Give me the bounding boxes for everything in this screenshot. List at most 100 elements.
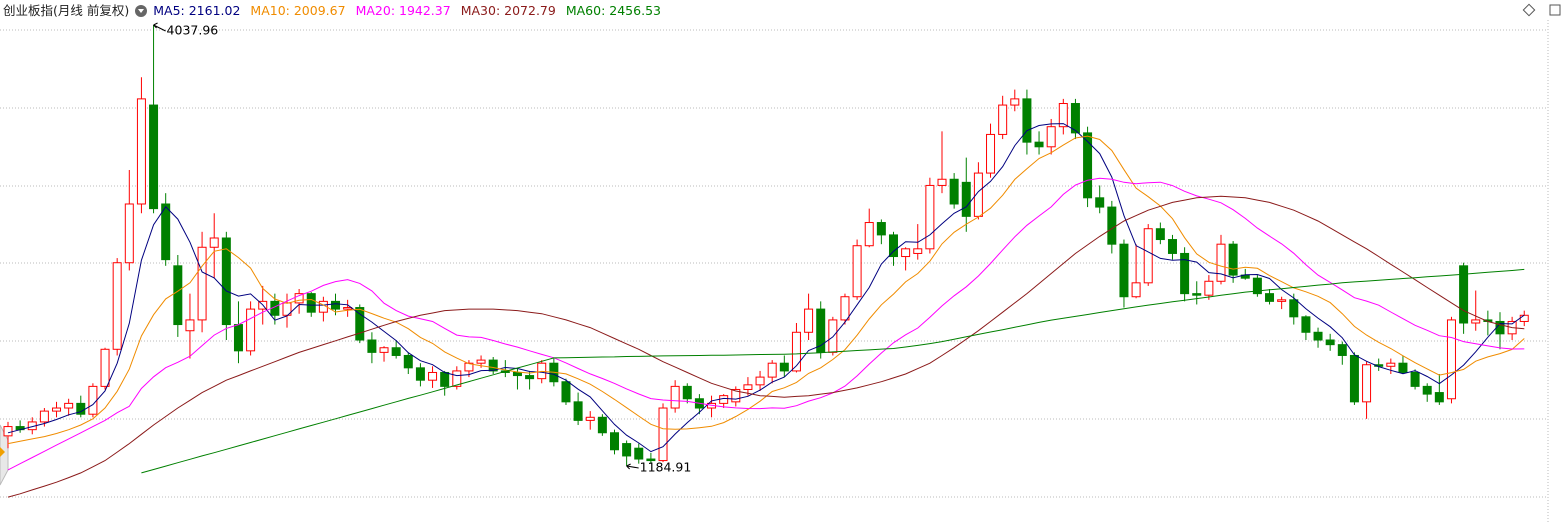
candle-body xyxy=(209,237,219,248)
candle-body xyxy=(1325,339,1335,346)
ma-line xyxy=(7,195,1525,498)
candle-body xyxy=(488,359,498,372)
candle-body xyxy=(731,388,741,403)
legend-value: 2072.79 xyxy=(504,3,556,18)
candle-body xyxy=(1216,243,1226,282)
candle-body xyxy=(1143,228,1153,284)
candle-body xyxy=(233,324,243,352)
ma-line xyxy=(141,268,1525,474)
candle-body xyxy=(246,308,256,352)
candle-body xyxy=(52,407,62,412)
candle-body xyxy=(294,293,304,304)
candle-body xyxy=(1313,331,1323,341)
candle-body xyxy=(185,319,195,332)
candle-body xyxy=(852,245,862,298)
candle-body xyxy=(1083,132,1093,199)
candle-body xyxy=(1277,299,1287,302)
candle-body xyxy=(949,178,959,205)
legend-name: MA10 xyxy=(250,3,293,18)
candle-body xyxy=(355,307,365,341)
candle-body xyxy=(1167,239,1177,254)
candle-body xyxy=(913,248,923,254)
candle-body xyxy=(88,385,98,415)
square-icon[interactable] xyxy=(1549,4,1561,16)
candle-body xyxy=(306,293,316,313)
candle-body xyxy=(864,222,874,247)
candle-body xyxy=(512,371,522,377)
candle-body xyxy=(1434,392,1444,403)
candle-body xyxy=(64,402,74,409)
candle-body xyxy=(743,384,753,390)
ma-line xyxy=(7,177,1525,471)
candle-body xyxy=(221,237,231,326)
candle-body xyxy=(173,265,183,326)
annotation: 1184.91 xyxy=(640,460,692,475)
candle-body xyxy=(779,362,789,372)
legend-item: MA102009.67 xyxy=(250,2,345,20)
candle-body xyxy=(888,234,898,258)
candle-body xyxy=(986,133,996,174)
candle-body xyxy=(925,184,935,250)
candle-body xyxy=(585,416,595,421)
candle-body xyxy=(161,203,171,261)
candle-body xyxy=(3,426,13,437)
candle-body xyxy=(391,347,401,356)
annotation-arrowhead xyxy=(626,463,631,470)
diamond-icon[interactable] xyxy=(1522,3,1536,17)
candle-body xyxy=(1192,293,1202,296)
candle-body xyxy=(1398,362,1408,373)
candle-body xyxy=(1204,280,1214,296)
candle-body xyxy=(622,443,632,457)
candle-body xyxy=(876,222,886,236)
candle-body xyxy=(1252,277,1262,295)
candle-body xyxy=(1289,299,1299,318)
candle-body xyxy=(755,376,765,386)
candle-body xyxy=(428,371,438,381)
candle-body xyxy=(1471,319,1481,324)
legend-value: 2456.53 xyxy=(609,3,661,18)
candle-body xyxy=(415,367,425,381)
candle-body xyxy=(1422,385,1432,395)
candle-body xyxy=(901,248,911,258)
candle-body xyxy=(1349,354,1359,403)
candle-body xyxy=(719,395,729,404)
candle-body xyxy=(124,203,134,264)
candle-body xyxy=(1446,319,1456,400)
candle-body xyxy=(1410,371,1420,387)
candle-body xyxy=(476,359,486,364)
annotation: 4037.96 xyxy=(167,23,219,38)
candle-body xyxy=(39,410,49,423)
legend-value: 2161.02 xyxy=(188,3,241,18)
legend-name: MA5 xyxy=(153,3,188,18)
ma-line xyxy=(7,123,1525,453)
candle-body xyxy=(1119,243,1129,298)
candle-body xyxy=(343,307,353,310)
candle-body xyxy=(1070,103,1080,134)
candle-body xyxy=(961,181,971,217)
chart-title: 创业板指(月线 前复权) xyxy=(3,3,130,18)
candle-body xyxy=(767,362,777,378)
candle-body xyxy=(331,300,341,310)
legend-item: MA302072.79 xyxy=(461,2,556,20)
annotation-arrowhead xyxy=(153,22,158,29)
candle-body xyxy=(1386,362,1396,367)
candle-body xyxy=(670,385,680,409)
candle-body xyxy=(440,371,450,387)
candle-body xyxy=(561,381,571,403)
candle-body xyxy=(1155,228,1165,241)
annotation-arrow xyxy=(626,465,639,469)
candle-body xyxy=(646,458,656,462)
candle-body xyxy=(403,354,413,369)
legend-name: MA30 xyxy=(461,3,504,18)
candle-body xyxy=(1519,314,1529,322)
candle-body xyxy=(1131,282,1141,298)
candle-body xyxy=(804,308,814,333)
candle-body xyxy=(840,296,850,321)
candle-body xyxy=(1180,252,1190,295)
left-marker xyxy=(0,447,5,457)
menu-icon[interactable] xyxy=(135,5,148,17)
candle-body xyxy=(597,416,607,434)
legend-value: 1942.37 xyxy=(399,3,451,18)
candle-body xyxy=(1301,316,1311,333)
